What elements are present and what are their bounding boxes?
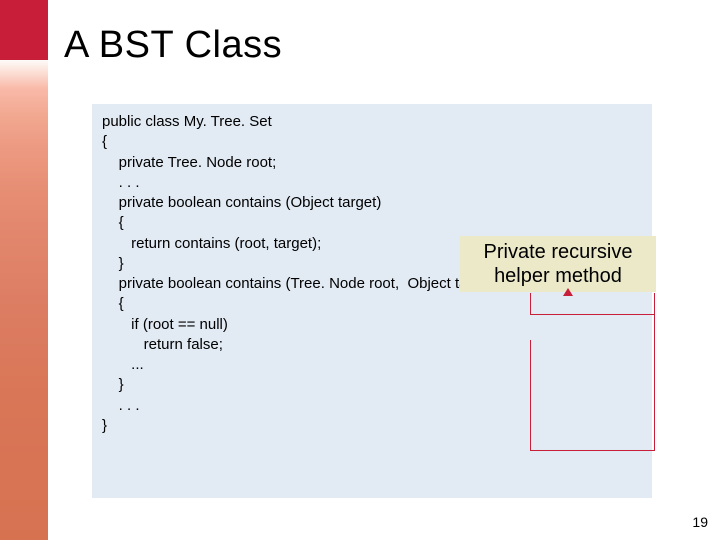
code-line: }	[102, 375, 642, 395]
connector-line	[530, 314, 655, 315]
callout-line1: Private recursive	[460, 240, 656, 264]
arrowhead-icon	[563, 288, 573, 296]
code-line: return false;	[102, 335, 642, 355]
connector-line	[530, 340, 531, 450]
stripe-gradient-block	[0, 60, 48, 540]
code-line: . . .	[102, 173, 642, 193]
code-line: public class My. Tree. Set	[102, 112, 642, 132]
code-block: public class My. Tree. Set { private Tre…	[92, 104, 652, 498]
slide-title: A BST Class	[64, 24, 282, 67]
code-line: . . .	[102, 396, 642, 416]
code-line: private Tree. Node root;	[102, 153, 642, 173]
code-line: {	[102, 132, 642, 152]
slide-accent-stripe	[0, 0, 48, 540]
connector-line	[530, 293, 531, 315]
code-line: private boolean contains (Object target)	[102, 193, 642, 213]
code-line: ...	[102, 355, 642, 375]
connector-line	[654, 293, 655, 451]
callout-line2: helper method	[460, 264, 656, 288]
callout-box: Private recursive helper method	[460, 236, 656, 292]
code-line: if (root == null)	[102, 315, 642, 335]
stripe-top-block	[0, 0, 48, 60]
code-line: }	[102, 416, 642, 436]
code-line: {	[102, 294, 642, 314]
connector-line	[530, 450, 655, 451]
page-number: 19	[692, 514, 708, 530]
code-line: {	[102, 213, 642, 233]
